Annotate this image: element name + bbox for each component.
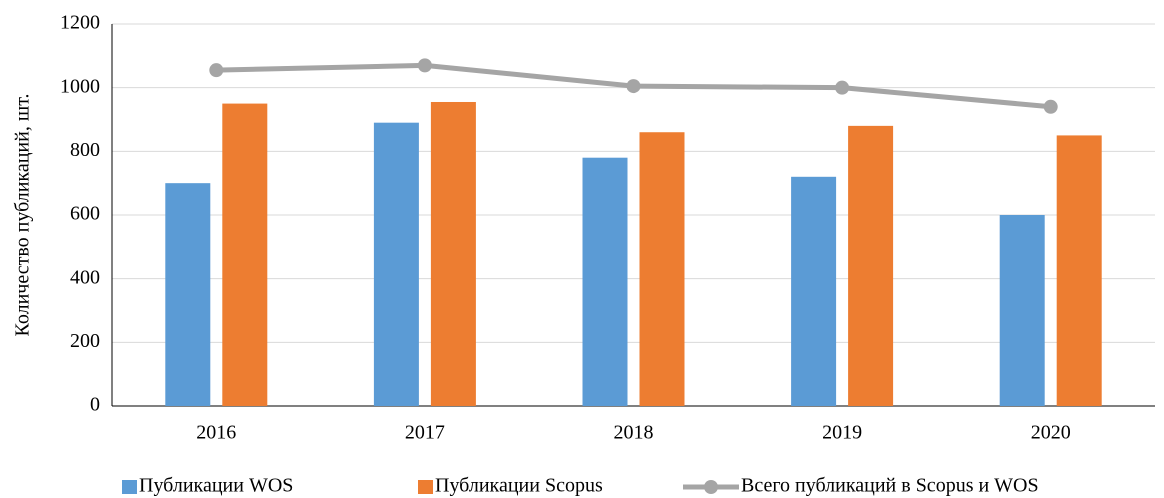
bar bbox=[639, 132, 685, 406]
x-tick-label: 2019 bbox=[822, 422, 862, 444]
x-tick-label: 2016 bbox=[196, 422, 236, 444]
x-tick-label: 2020 bbox=[1031, 422, 1071, 444]
line-marker bbox=[835, 80, 850, 95]
y-tick-label: 600 bbox=[70, 203, 100, 225]
legend-label: Публикации Scopus bbox=[435, 475, 603, 497]
y-tick-label: 400 bbox=[70, 266, 100, 288]
bar bbox=[999, 215, 1045, 406]
bar bbox=[222, 103, 268, 406]
line-marker bbox=[1043, 99, 1058, 114]
line-marker bbox=[626, 79, 641, 94]
line-marker bbox=[417, 58, 432, 73]
bar bbox=[582, 157, 628, 406]
legend-marker bbox=[704, 480, 718, 494]
y-tick-label: 1000 bbox=[60, 75, 100, 97]
legend-label: Публикации WOS bbox=[139, 475, 293, 497]
x-tick-label: 2017 bbox=[405, 422, 445, 444]
bar bbox=[791, 176, 837, 406]
x-tick-label: 2018 bbox=[614, 422, 654, 444]
legend-label: Всего публикаций в Scopus и WOS bbox=[741, 475, 1039, 497]
bar bbox=[373, 122, 419, 406]
y-tick-label: 200 bbox=[70, 330, 100, 352]
bar bbox=[165, 183, 211, 406]
y-axis-label: Количество публикаций, шт. bbox=[12, 94, 34, 337]
legend-swatch bbox=[418, 480, 433, 494]
y-tick-label: 800 bbox=[70, 139, 100, 161]
line-marker bbox=[209, 63, 224, 78]
y-tick-label: 1200 bbox=[60, 12, 100, 34]
y-tick-label: 0 bbox=[90, 394, 100, 416]
bar bbox=[1056, 135, 1102, 406]
bar bbox=[430, 101, 476, 406]
bar bbox=[848, 125, 894, 406]
legend-swatch bbox=[122, 480, 137, 494]
